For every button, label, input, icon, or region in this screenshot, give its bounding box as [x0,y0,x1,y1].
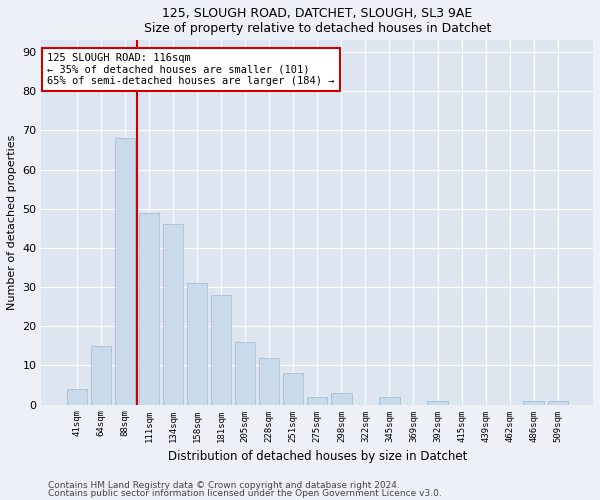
Bar [331,393,352,404]
Bar [67,389,87,404]
Text: 125 SLOUGH ROAD: 116sqm
← 35% of detached houses are smaller (101)
65% of semi-d: 125 SLOUGH ROAD: 116sqm ← 35% of detache… [47,53,335,86]
Bar [163,224,183,404]
Y-axis label: Number of detached properties: Number of detached properties [7,135,17,310]
Bar [211,295,231,405]
Bar [523,400,544,404]
Text: Contains HM Land Registry data © Crown copyright and database right 2024.: Contains HM Land Registry data © Crown c… [48,480,400,490]
Bar [427,400,448,404]
Bar [187,283,207,405]
Bar [283,374,304,404]
Bar [259,358,280,405]
Bar [307,397,328,404]
Bar [91,346,111,405]
Bar [235,342,256,404]
Title: 125, SLOUGH ROAD, DATCHET, SLOUGH, SL3 9AE
Size of property relative to detached: 125, SLOUGH ROAD, DATCHET, SLOUGH, SL3 9… [143,7,491,35]
Bar [139,212,159,404]
Text: Contains public sector information licensed under the Open Government Licence v3: Contains public sector information licen… [48,489,442,498]
Bar [115,138,135,404]
Bar [548,400,568,404]
X-axis label: Distribution of detached houses by size in Datchet: Distribution of detached houses by size … [167,450,467,463]
Bar [379,397,400,404]
